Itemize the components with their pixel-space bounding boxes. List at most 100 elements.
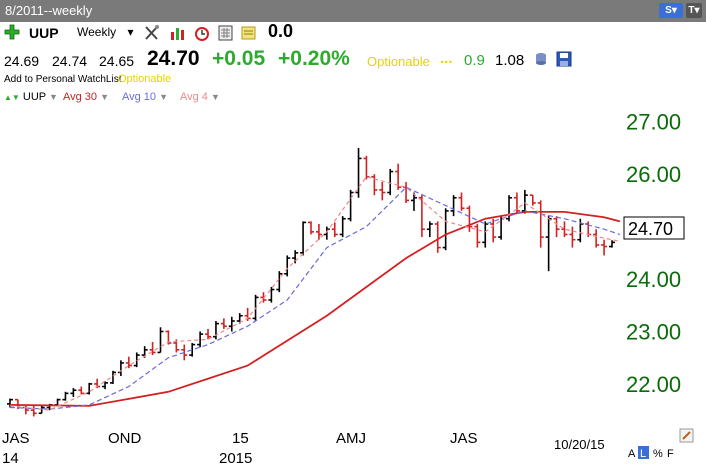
ohlc-bar — [197, 331, 204, 348]
chevron-down-icon: ▼ — [49, 92, 58, 102]
ohlc-bar — [450, 195, 457, 217]
toolbar-value: 0.0 — [268, 21, 294, 41]
ohlc-bar — [62, 391, 69, 401]
save-icon[interactable] — [556, 51, 572, 72]
x-label-15: 15 — [232, 430, 249, 447]
drawing-tools-icon[interactable] — [143, 24, 161, 45]
last-price-label: 24.70 — [628, 219, 673, 239]
x-sublabel-14: 14 — [2, 450, 19, 467]
moving-average-avg10 — [9, 186, 621, 410]
ohlc-bar — [220, 318, 227, 329]
ohlc-bar — [276, 271, 283, 293]
ohlc-bar — [410, 192, 417, 211]
ohlc-bar — [379, 182, 386, 201]
window-title: 8/2011--weekly — [5, 3, 93, 18]
legend-marker-icon: ▲▼ — [4, 93, 20, 102]
ohlc-bar — [371, 174, 378, 196]
ohlc-bar — [109, 370, 116, 384]
scale-fit-button[interactable]: F — [667, 448, 674, 460]
scale-percent-button[interactable]: % — [653, 448, 663, 460]
ohlc-bar — [133, 352, 140, 368]
legend-item-avg30[interactable]: Avg 30 ▼ — [63, 91, 110, 103]
t-dropdown-icon[interactable]: T▾ — [686, 3, 702, 18]
ohlc-bar — [474, 223, 481, 248]
ohlc-bar — [490, 218, 497, 243]
alarm-icon[interactable] — [193, 24, 211, 45]
chevron-down-icon: ▼ — [211, 92, 220, 102]
legend-item-uup[interactable]: ▲▼ UUP ▼ — [4, 91, 58, 103]
s-dropdown-icon[interactable]: S▾ — [659, 3, 683, 18]
price-change-pct: +0.20% — [278, 47, 350, 70]
chevron-down-icon: ▼ — [100, 92, 110, 102]
moving-average-avg30 — [9, 211, 621, 407]
high-price: 24.74 — [52, 53, 88, 69]
ohlc-bar — [601, 239, 608, 256]
chevron-down-icon: ▼ — [159, 92, 169, 102]
ohlc-bar — [308, 221, 314, 235]
ohlc-bar — [339, 216, 346, 238]
x-label-jas14: JAS — [2, 430, 30, 447]
notes-icon[interactable] — [240, 24, 258, 45]
legend-item-avg10[interactable]: Avg 10 ▼ — [122, 91, 169, 103]
x-label-jas15: JAS — [450, 430, 478, 447]
symbol-label[interactable]: UUP — [29, 25, 59, 41]
calculator-icon[interactable] — [217, 24, 235, 45]
ohlc-bar — [260, 292, 267, 303]
ohlc-bar — [513, 192, 520, 214]
ohlc-bar — [355, 147, 362, 198]
more-dots[interactable]: ... — [440, 50, 453, 67]
ohlc-bar — [529, 194, 536, 206]
stat-two: 1.08 — [495, 52, 525, 69]
ohlc-bar — [102, 381, 109, 390]
ohlc-bar — [553, 216, 560, 238]
ohlc-bar — [315, 223, 322, 240]
ohlc-bar — [506, 195, 513, 222]
period-select[interactable]: Weekly ▾ — [77, 25, 134, 39]
ohlc-bar — [157, 327, 164, 354]
ohlc-bar — [236, 313, 243, 324]
ohlc-bar — [125, 356, 132, 369]
ohlc-bar — [268, 286, 275, 303]
moving-average-avg4 — [9, 176, 621, 411]
y-tick-label: 26.00 — [626, 162, 681, 187]
ohlc-bar — [458, 192, 465, 211]
ohlc-bar — [78, 386, 85, 395]
toolbar: UUP Weekly ▾ 0.0 — [0, 21, 706, 45]
add-symbol-icon[interactable] — [4, 24, 20, 43]
indicators-icon[interactable] — [169, 24, 187, 45]
ohlc-bar — [189, 343, 196, 357]
ohlc-bar — [418, 195, 425, 238]
stat-one: 0.9 — [464, 52, 485, 69]
y-tick-label: 24.00 — [626, 267, 681, 292]
ohlc-bar — [70, 388, 77, 398]
database-icon[interactable] — [533, 51, 549, 72]
ohlc-bar — [609, 240, 615, 248]
low-price: 24.65 — [99, 53, 135, 69]
open-price: 24.69 — [4, 53, 40, 69]
y-tick-label: 27.00 — [626, 110, 681, 135]
ohlc-bar — [30, 405, 37, 417]
ohlc-bar — [228, 316, 235, 332]
ohlc-bar — [434, 221, 441, 253]
y-tick-label: 23.00 — [626, 319, 681, 344]
ohlc-bar — [521, 189, 528, 214]
legend-item-avg4[interactable]: Avg 4 ▼ — [180, 91, 220, 103]
scale-auto-button[interactable]: A — [628, 448, 636, 460]
x-sublabel-2015: 2015 — [219, 450, 252, 467]
date-label: 10/20/15 — [554, 437, 605, 452]
ohlc-bar — [537, 200, 544, 248]
pencil-icon[interactable] — [679, 428, 694, 443]
quote-bar: 24.69 24.74 24.65 24.70 +0.05 +0.20% Opt… — [0, 46, 706, 72]
optionable-sub-label: Optionable — [118, 73, 172, 85]
price-change: +0.05 — [212, 47, 266, 70]
ohlc-bar — [593, 229, 600, 248]
add-watchlist-link[interactable]: Add to Personal WatchList — [4, 74, 122, 85]
x-label-amj: AMJ — [336, 430, 366, 447]
ohlc-bar — [466, 205, 473, 232]
scale-log-button[interactable]: L — [640, 448, 646, 460]
ohlc-bar — [442, 208, 449, 251]
scale-log-bg — [638, 446, 649, 459]
ohlc-bar — [561, 221, 568, 238]
ohlc-bar — [331, 222, 338, 238]
